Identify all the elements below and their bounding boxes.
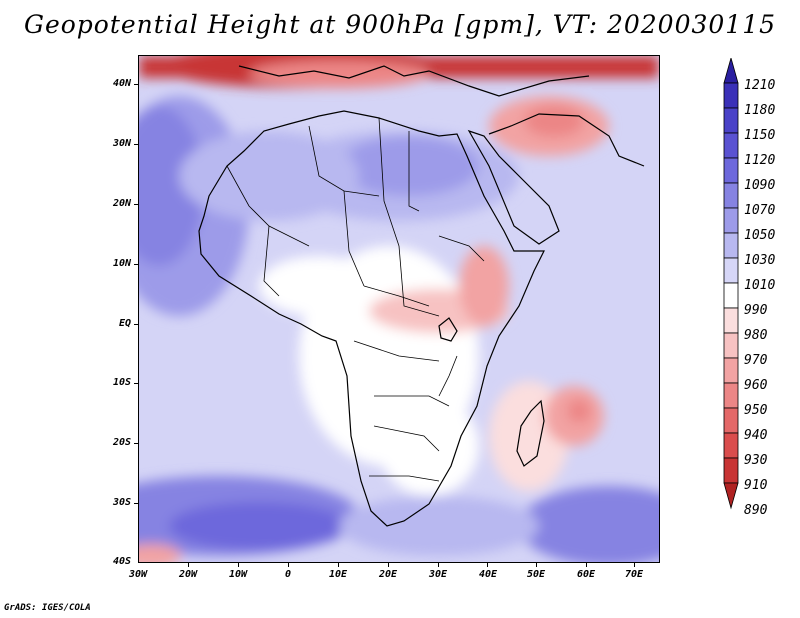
lon-label-70e: 70E [624, 569, 644, 580]
lon-tick [438, 563, 439, 567]
footer-credit: GrADS: IGES/COLA [4, 603, 91, 613]
lat-tick [134, 383, 138, 384]
lat-label-40s: 40S [112, 556, 131, 567]
colorbar-segment [723, 307, 739, 334]
lat-tick [134, 443, 138, 444]
colorbar-segment [723, 207, 739, 234]
coastlines [198, 65, 645, 527]
colorbar-label-1210: 1210 [744, 78, 776, 93]
colorbar-label-1050: 1050 [744, 228, 776, 243]
lat-label-30n: 30N [112, 138, 131, 149]
lon-label-20w: 20W [178, 569, 198, 580]
colorbar-label-970: 970 [744, 353, 768, 368]
lat-tick [134, 324, 138, 325]
country-borders [226, 117, 485, 482]
colorbar-segment [723, 257, 739, 284]
lat-label-30s: 30S [112, 497, 131, 508]
lat-label-40n: 40N [112, 78, 131, 89]
lon-label-50e: 50E [526, 569, 546, 580]
lat-label-20s: 20S [112, 437, 131, 448]
colorbar-label-1120: 1120 [744, 153, 776, 168]
lat-tick [134, 204, 138, 205]
lon-tick [536, 563, 537, 567]
colorbar-top-triangle [723, 58, 739, 84]
colorbar-label-910: 910 [744, 478, 768, 493]
lat-tick [134, 264, 138, 265]
colorbar-label-960: 960 [744, 378, 768, 393]
colorbar-segment [723, 407, 739, 434]
lon-tick [238, 563, 239, 567]
lat-tick [134, 84, 138, 85]
height-field-shading [139, 56, 659, 562]
colorbar-label-1090: 1090 [744, 178, 776, 193]
colorbar-segment [723, 457, 739, 484]
lat-label-10n: 10N [112, 258, 131, 269]
lon-tick [487, 563, 488, 567]
lon-label-60e: 60E [576, 569, 596, 580]
lat-label-eq: EQ [118, 318, 131, 329]
map-panel [138, 55, 660, 563]
lat-tick [134, 503, 138, 504]
lon-tick [634, 563, 635, 567]
colorbar-label-1150: 1150 [744, 128, 776, 143]
colorbar-label-950: 950 [744, 403, 768, 418]
colorbar-label-990: 990 [744, 303, 768, 318]
colorbar-label-980: 980 [744, 328, 768, 343]
lon-label-10w: 10W [228, 569, 248, 580]
colorbar-label-890: 890 [744, 503, 768, 518]
lat-label-20n: 20N [112, 198, 131, 209]
lon-label-0: 0 [284, 569, 292, 580]
map-canvas [139, 56, 659, 562]
colorbar-segment [723, 282, 739, 309]
lat-label-10s: 10S [112, 377, 131, 388]
lon-label-10e: 10E [328, 569, 348, 580]
lon-tick [288, 563, 289, 567]
lat-tick [134, 144, 138, 145]
lon-label-30w: 30W [128, 569, 148, 580]
colorbar-segment [723, 107, 739, 134]
lon-label-20e: 20E [378, 569, 398, 580]
colorbar-segment [723, 232, 739, 259]
colorbar-label-930: 930 [744, 453, 768, 468]
colorbar-label-1030: 1030 [744, 253, 776, 268]
colorbar-label-1070: 1070 [744, 203, 776, 218]
colorbar-segment [723, 157, 739, 184]
chart-title: Geopotential Height at 900hPa [gpm], VT:… [23, 10, 777, 39]
lon-tick [338, 563, 339, 567]
colorbar-segment [723, 182, 739, 209]
lon-label-40e: 40E [478, 569, 498, 580]
colorbar-segment [723, 332, 739, 359]
lon-tick [188, 563, 189, 567]
lon-tick [388, 563, 389, 567]
colorbar-label-1180: 1180 [744, 103, 776, 118]
colorbar-label-940: 940 [744, 428, 768, 443]
colorbar-segment [723, 432, 739, 459]
colorbar-segment [723, 82, 739, 109]
colorbar-segment [723, 357, 739, 384]
lon-label-30e: 30E [428, 569, 448, 580]
colorbar-segment [723, 382, 739, 409]
colorbar-bottom-triangle [723, 482, 739, 510]
colorbar [723, 58, 739, 510]
lon-tick [586, 563, 587, 567]
colorbar-segment [723, 132, 739, 159]
colorbar-label-1010: 1010 [744, 278, 776, 293]
